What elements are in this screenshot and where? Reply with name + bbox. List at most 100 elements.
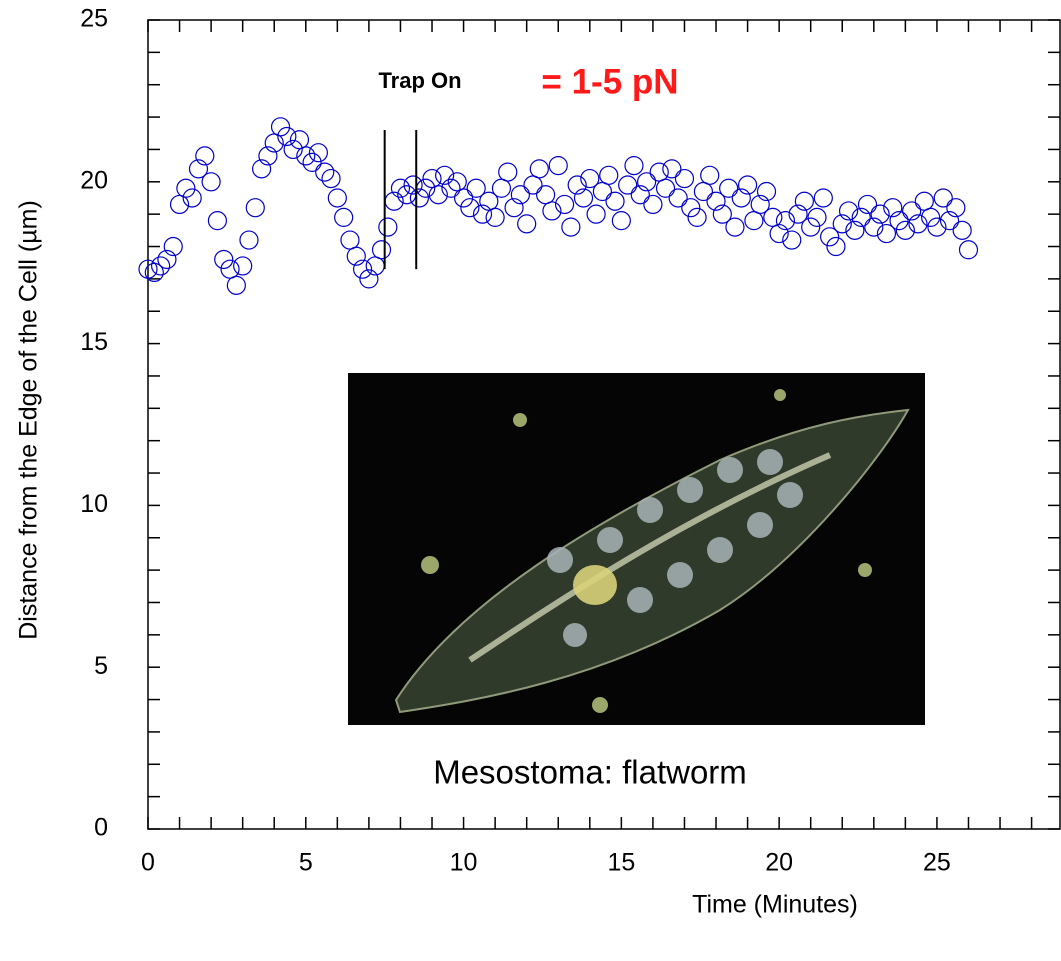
data-point: [712, 204, 732, 224]
data-point: [283, 139, 303, 160]
x-tick-label: 10: [450, 849, 478, 877]
y-axis-label: Distance from the Edge of the Cell (µm): [15, 200, 43, 640]
data-point: [472, 204, 493, 224]
x-axis-label: Time (Minutes): [692, 891, 858, 919]
data-point: [958, 240, 979, 260]
data-point: [435, 165, 455, 185]
data-point: [371, 240, 392, 260]
data-point: [687, 207, 707, 227]
data-point: [460, 198, 480, 218]
x-tick-label: 15: [607, 849, 635, 877]
data-point: [220, 259, 240, 279]
data-point: [327, 188, 347, 208]
data-point: [334, 207, 354, 227]
data-point: [643, 194, 663, 215]
data-point: [895, 220, 915, 240]
plot-frame: [147, 19, 1061, 830]
data-point: [883, 198, 903, 218]
data-point: [340, 230, 360, 250]
data-point: [681, 198, 701, 218]
data-point: [277, 126, 297, 147]
data-point: [725, 217, 745, 237]
data-point: [510, 185, 530, 205]
data-point: [289, 130, 310, 150]
data-point: [637, 172, 657, 192]
data-point: [946, 198, 966, 218]
data-point: [813, 188, 833, 208]
data-point: [700, 165, 720, 185]
force-label: = 1-5 pN: [541, 62, 678, 101]
trap-label: Trap On: [378, 68, 461, 93]
data-point: [542, 201, 562, 221]
data-point: [908, 214, 928, 234]
data-point: [599, 165, 619, 185]
data-point: [422, 168, 442, 189]
data-point: [864, 217, 884, 237]
data-point: [226, 275, 246, 295]
data-point: [308, 143, 329, 163]
data-point: [655, 178, 676, 198]
data-point: [536, 185, 556, 205]
data-point: [182, 188, 202, 208]
data-point: [719, 178, 739, 198]
data-point: [296, 146, 316, 166]
data-point: [252, 159, 272, 179]
data-point: [491, 178, 512, 198]
data-point: [763, 207, 783, 227]
data-point: [775, 211, 796, 231]
data-point: [302, 152, 322, 172]
data-point: [807, 207, 827, 227]
data-point: [851, 207, 871, 227]
data-point: [352, 259, 373, 279]
data-point: [201, 172, 221, 192]
data-point: [769, 223, 789, 244]
data-point: [176, 178, 196, 198]
data-point: [782, 230, 802, 250]
data-point: [523, 175, 543, 195]
photo-caption: Mesostoma: flatworm: [433, 754, 747, 791]
data-point: [794, 191, 814, 211]
data-point: [592, 181, 613, 202]
data-point: [188, 159, 209, 179]
data-point: [403, 175, 423, 195]
data-point: [820, 227, 840, 247]
data-point: [649, 162, 669, 182]
data-point: [933, 188, 953, 208]
data-point: [605, 191, 625, 211]
data-point: [756, 181, 777, 202]
x-tick-label: 5: [299, 849, 313, 877]
data-point: [359, 269, 379, 289]
y-tick-label: 25: [80, 5, 108, 33]
x-tick-label: 20: [765, 849, 793, 877]
data-point: [498, 162, 518, 182]
y-tick-label: 20: [80, 166, 108, 194]
y-tick-label: 0: [94, 814, 108, 842]
data-point: [151, 256, 171, 276]
data-point: [144, 262, 164, 283]
points: [138, 117, 979, 295]
data-point: [453, 188, 474, 208]
data-point: [163, 236, 183, 257]
data-point: [857, 194, 878, 215]
data-point: [321, 168, 341, 189]
data-point: [315, 162, 335, 182]
data-point: [195, 146, 215, 166]
data-point: [952, 220, 972, 240]
data-point: [737, 175, 758, 195]
data-point: [214, 249, 234, 270]
data-point: [845, 220, 865, 240]
data-point: [838, 201, 859, 221]
data-point: [346, 246, 366, 266]
data-point: [914, 191, 934, 211]
data-point: [630, 185, 650, 205]
y-tick-label: 10: [80, 490, 108, 518]
y-tick-label: 15: [80, 328, 108, 356]
data-point: [428, 185, 448, 205]
data-point: [801, 217, 821, 237]
data-point: [939, 211, 960, 231]
data-point: [618, 175, 638, 195]
data-point: [832, 214, 852, 234]
data-point: [902, 201, 922, 221]
data-point: [580, 168, 600, 189]
